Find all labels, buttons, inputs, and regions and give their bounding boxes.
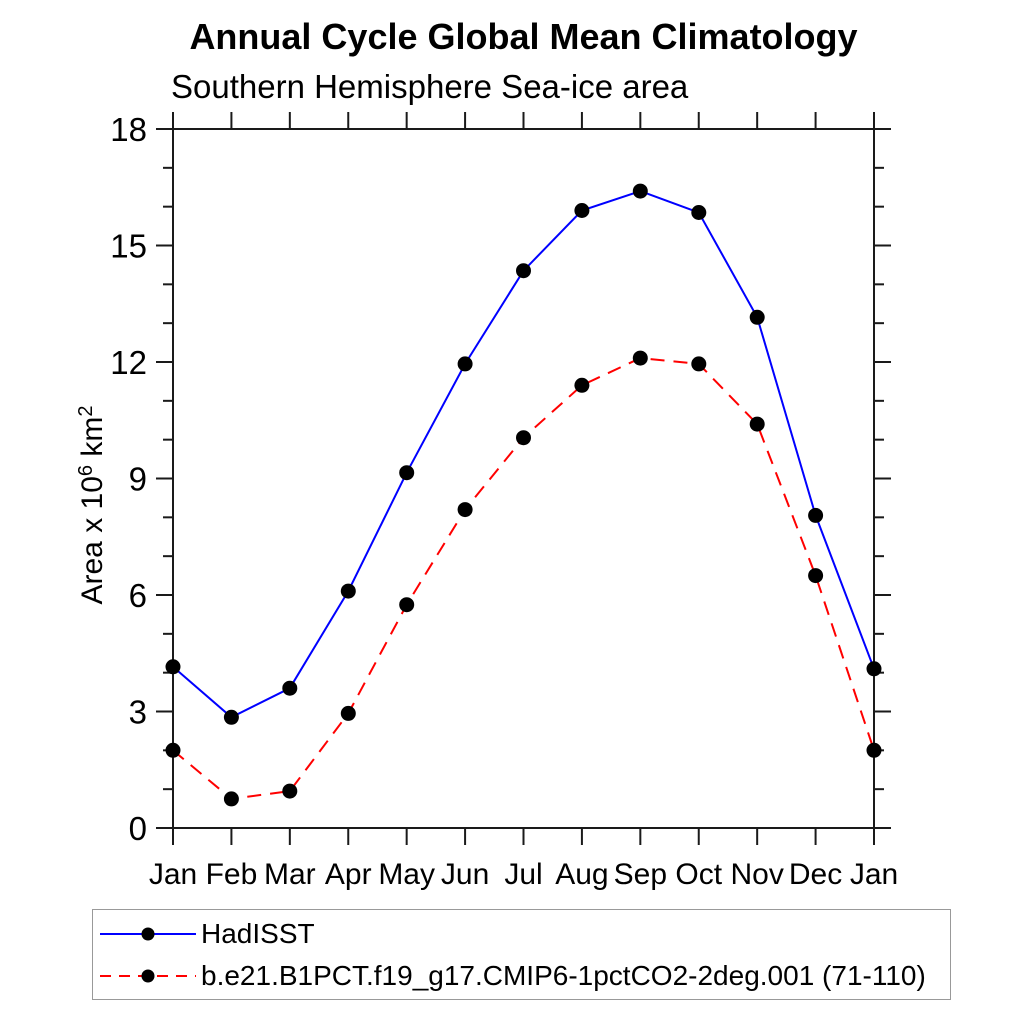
series-marker-0 — [808, 507, 824, 523]
y-tick-label: 3 — [129, 694, 147, 731]
series-marker-1 — [457, 502, 473, 518]
x-tick-label: Feb — [206, 858, 258, 891]
series-marker-0 — [282, 680, 298, 696]
series-marker-0 — [516, 263, 531, 279]
x-tick-label: Jan — [149, 858, 197, 891]
x-tick-label: Sep — [614, 858, 667, 891]
series-marker-1 — [223, 791, 239, 807]
y-tick-label: 18 — [110, 111, 147, 148]
series-marker-1 — [282, 783, 298, 799]
legend-label-hadisst: HadISST — [201, 917, 315, 949]
x-tick-label: Jun — [441, 858, 489, 891]
series-marker-1 — [691, 356, 707, 372]
series-marker-0 — [399, 465, 415, 481]
series-marker-1 — [574, 377, 590, 393]
legend-item-hadisst: HadISST — [98, 913, 950, 955]
x-tick-label: Mar — [264, 858, 316, 891]
y-tick-label: 9 — [129, 461, 147, 498]
x-tick-label: May — [378, 858, 435, 891]
x-tick-label: Oct — [675, 858, 722, 891]
series-marker-1 — [340, 705, 356, 721]
series-line-1 — [172, 357, 875, 800]
y-tick-label: 0 — [129, 810, 147, 847]
series-marker-1 — [749, 416, 765, 432]
legend-line-sample-0 — [100, 927, 196, 940]
series-marker-0 — [749, 309, 765, 325]
y-tick-label: 6 — [129, 577, 147, 614]
series-marker-0 — [574, 203, 590, 218]
legend-marker-0 — [141, 927, 155, 940]
legend-marker-1 — [141, 969, 155, 982]
series-marker-1 — [516, 430, 531, 446]
x-tick-label: Dec — [789, 858, 842, 891]
x-tick-label: Nov — [730, 858, 783, 891]
y-tick-label: 12 — [110, 344, 147, 381]
series-marker-1 — [866, 742, 882, 758]
series-marker-0 — [632, 183, 648, 199]
series-marker-1 — [632, 350, 648, 366]
series-marker-1 — [808, 568, 824, 584]
legend-line-sample-1 — [100, 969, 196, 982]
series-marker-1 — [165, 742, 181, 758]
y-tick-label: 15 — [110, 228, 147, 265]
chart-subtitle: Southern Hemisphere Sea-ice area — [171, 68, 689, 105]
series-marker-0 — [691, 205, 707, 220]
chart-title: Annual Cycle Global Mean Climatology — [189, 16, 858, 57]
series-marker-0 — [340, 583, 356, 599]
legend-label-model: b.e21.B1PCT.f19_g17.CMIP6-1pctCO2-2deg.0… — [201, 959, 926, 991]
plot-frame — [172, 128, 875, 829]
legend: HadISST b.e21.B1PCT.f19_g17.CMIP6-1pctCO… — [92, 909, 951, 1000]
series-marker-0 — [223, 709, 239, 725]
series-marker-0 — [457, 356, 473, 372]
x-tick-label: Apr — [325, 858, 372, 891]
x-tick-label: Jul — [504, 858, 542, 891]
series-marker-0 — [165, 659, 181, 675]
x-tick-label: Aug — [555, 858, 608, 891]
x-tick-label: Jan — [850, 858, 898, 891]
series-marker-0 — [866, 661, 882, 677]
series-marker-1 — [399, 597, 415, 613]
legend-item-model: b.e21.B1PCT.f19_g17.CMIP6-1pctCO2-2deg.0… — [98, 955, 950, 997]
